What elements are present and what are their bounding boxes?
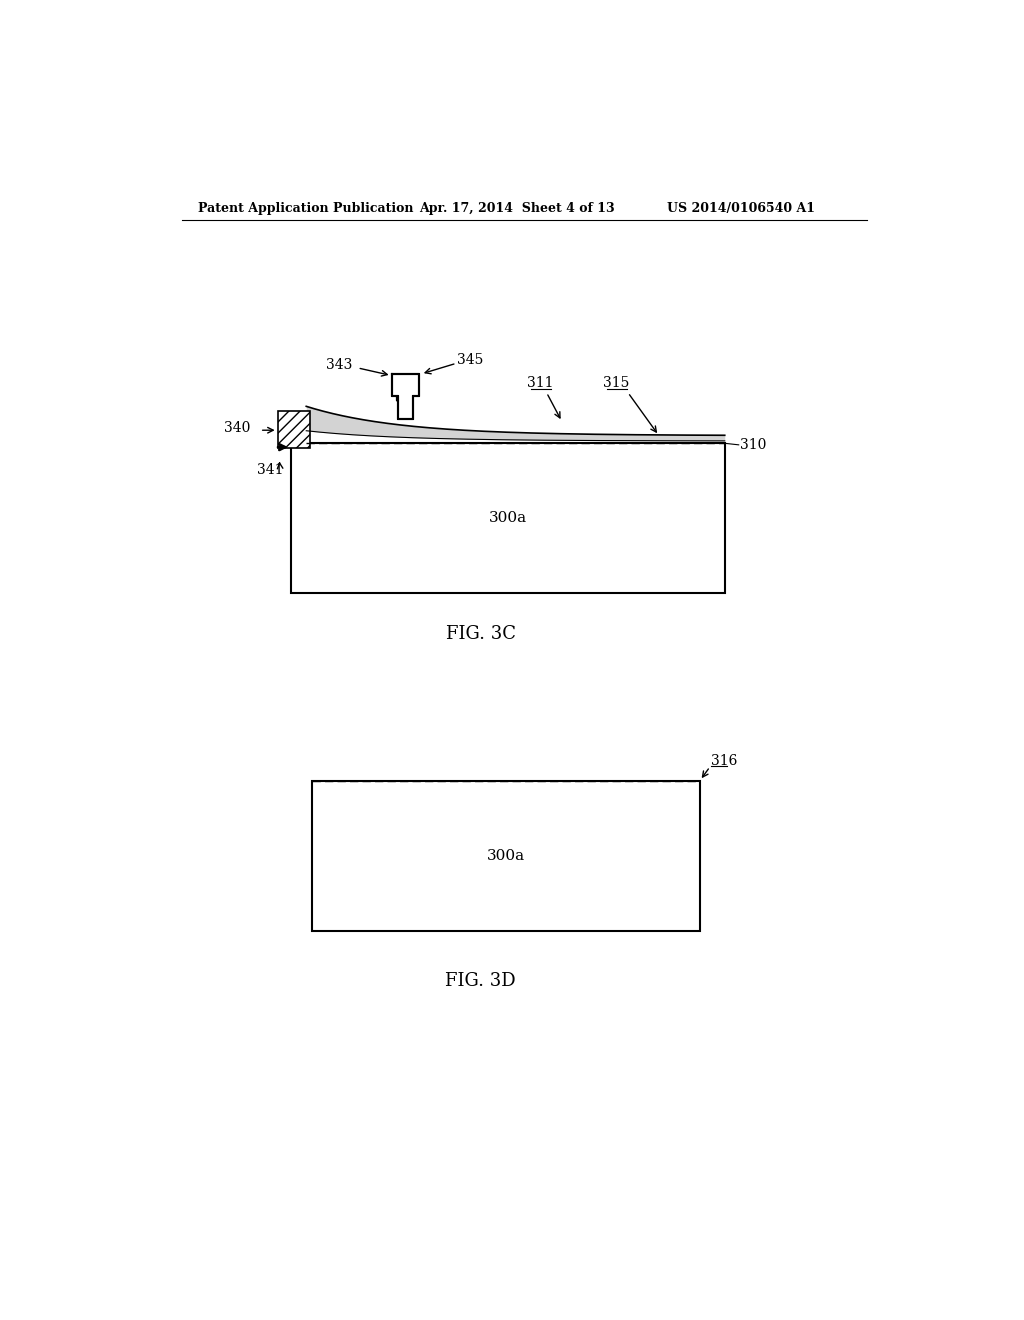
Text: US 2014/0106540 A1: US 2014/0106540 A1 [667, 202, 815, 215]
Text: Apr. 17, 2014  Sheet 4 of 13: Apr. 17, 2014 Sheet 4 of 13 [419, 202, 614, 215]
Bar [278, 411, 310, 447]
Text: 345: 345 [458, 354, 483, 367]
Text: 310: 310 [740, 438, 767, 451]
Text: Patent Application Publication: Patent Application Publication [198, 202, 414, 215]
Text: FIG. 3D: FIG. 3D [445, 972, 516, 990]
Text: FIG. 3C: FIG. 3C [445, 626, 516, 643]
Text: 316: 316 [711, 754, 737, 767]
Bar [291, 444, 725, 594]
Text: 300a: 300a [487, 849, 525, 863]
Polygon shape [391, 374, 420, 418]
Text: 343: 343 [326, 358, 352, 372]
Text: 300a: 300a [488, 511, 526, 525]
Bar [312, 780, 700, 931]
Text: 311: 311 [527, 376, 554, 391]
Text: 341: 341 [257, 463, 283, 478]
Text: 315: 315 [603, 376, 630, 391]
Text: 340: 340 [224, 421, 251, 434]
